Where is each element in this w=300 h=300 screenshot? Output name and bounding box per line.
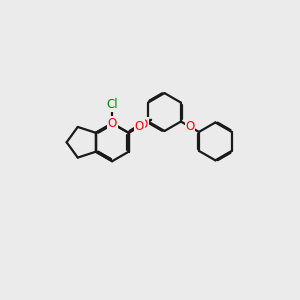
Text: Cl: Cl: [106, 98, 118, 111]
Text: O: O: [135, 120, 144, 133]
Text: O: O: [185, 120, 195, 133]
Text: O: O: [107, 117, 117, 130]
Text: O: O: [139, 118, 148, 131]
